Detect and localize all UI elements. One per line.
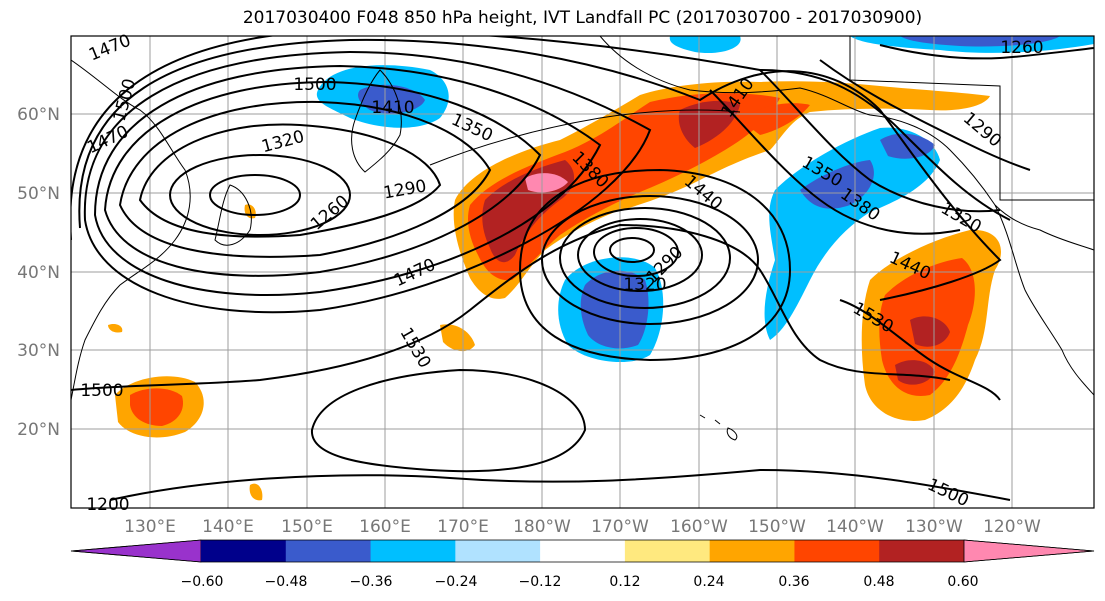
lon-label: 160°W [670,517,728,537]
latitude-labels: 60°N 50°N 40°N 30°N 20°N [17,105,60,440]
ivt-positive-region [525,173,568,193]
lon-label: 170°W [591,517,649,537]
contour-1200 [209,174,301,216]
contour-label: 1410 [371,98,414,118]
contour-1470 [71,36,1011,240]
colorbar-tick: −0.12 [519,574,562,590]
hawaii [699,414,738,441]
lon-label: 130°W [905,517,963,537]
lat-label: 40°N [17,263,60,283]
colorbar-swatch [794,540,880,562]
colorbar-tick: 0.24 [693,574,724,590]
colorbar-swatch [879,540,965,562]
colorbar-tick: −0.36 [350,574,393,590]
ivt-negative-region [900,36,1060,47]
map-title: 2017030400 F048 850 hPa height, IVT Land… [242,8,923,28]
ivt-positive-region [895,360,935,385]
lat-label: 60°N [17,105,60,125]
contour-low-5 [541,195,759,325]
colorbar-swatch [709,540,795,562]
ivt-positive-region [249,483,263,501]
ivt-negative-region [669,36,741,54]
ivt-positive-region [678,100,740,148]
contour-goa-3 [819,59,1031,171]
colorbar: −0.60 −0.48 −0.36 −0.24 −0.12 0.12 0.24 … [70,539,1095,590]
lon-label: 130°E [124,517,176,537]
colorbar-tick: −0.60 [181,574,224,590]
ivt-negative-region [764,127,940,340]
colorbar-tick: 0.12 [609,574,640,590]
asia-coast [71,59,191,401]
lon-label: 140°W [826,517,884,537]
lon-label: 170°E [437,517,489,537]
colorbar-tick-labels: −0.60 −0.48 −0.36 −0.24 −0.12 0.12 0.24 … [181,574,979,590]
contour-low-3 [577,218,703,292]
contour-1380 [93,64,602,296]
height-contours [71,36,1094,501]
contour-1260 [169,154,351,236]
colorbar-tick: −0.24 [435,574,478,590]
contour-low-6 [518,168,792,362]
lon-label: 140°E [202,517,254,537]
colorbar-swatch [370,540,456,562]
colorbar-tick: 0.48 [863,574,894,590]
colorbar-swatches [70,539,1095,563]
lon-label: 150°W [748,517,806,537]
contour-label: 1260 [1000,38,1043,58]
colorbar-frame [70,539,1095,563]
graticule [71,36,1094,508]
lat-label: 30°N [17,341,60,361]
contour-label: 1500 [293,75,336,95]
canada-border [849,36,1094,201]
kamchatka-coast [351,69,402,173]
contour-1320 [118,100,492,258]
colorbar-swatch [540,540,626,562]
contour-1530 [310,368,587,473]
contour-1530-east [839,299,1001,401]
colorbar-tick: −0.48 [265,574,308,590]
contour-1410 [83,50,652,314]
colorbar-swatch [70,539,202,563]
colorbar-swatch [963,539,1095,563]
contour-goa-2 [759,69,1001,213]
contour-label: 1320 [623,275,666,295]
japan-coast [214,184,252,246]
contour-goa-1 [709,89,961,235]
contour-label: 1500 [80,381,123,401]
aleutian-arc [429,109,741,166]
contour-label: 1200 [86,495,129,515]
contour-1500 [71,223,951,391]
colorbar-swatch [285,540,372,562]
ivt-positive-region [108,323,123,333]
ivt-negative-region [358,84,425,114]
longitude-labels: 130°E 140°E 150°E 160°E 170°E 180°W 170°… [124,517,1041,537]
colorbar-tick: 0.36 [778,574,809,590]
contour-1350 [103,80,542,277]
contour-1290 [138,123,442,238]
map-border [70,35,1095,509]
lat-label: 20°N [17,420,60,440]
contour-1440 [78,38,1002,301]
lat-label: 50°N [17,184,60,204]
colorbar-swatch [624,540,711,562]
contour-low-1 [609,237,655,263]
lon-label: 150°E [281,517,333,537]
ivt-positive-region [130,388,184,426]
contour-1500-south [109,468,1011,501]
ivt-positive-region [910,316,950,347]
colorbar-swatch [455,540,541,562]
lon-label: 120°W [983,517,1041,537]
ivt-positive-region [440,324,475,352]
contour-low-2 [593,227,679,277]
contour-goa-4 [879,44,1094,60]
lon-label: 160°E [359,517,411,537]
colorbar-tick: 0.60 [947,574,978,590]
contour-low-4 [559,207,731,309]
colorbar-swatch [201,540,287,562]
lon-label: 180°W [513,517,571,537]
ivt-positive-region [740,103,810,135]
na-west-coast [994,204,1094,396]
